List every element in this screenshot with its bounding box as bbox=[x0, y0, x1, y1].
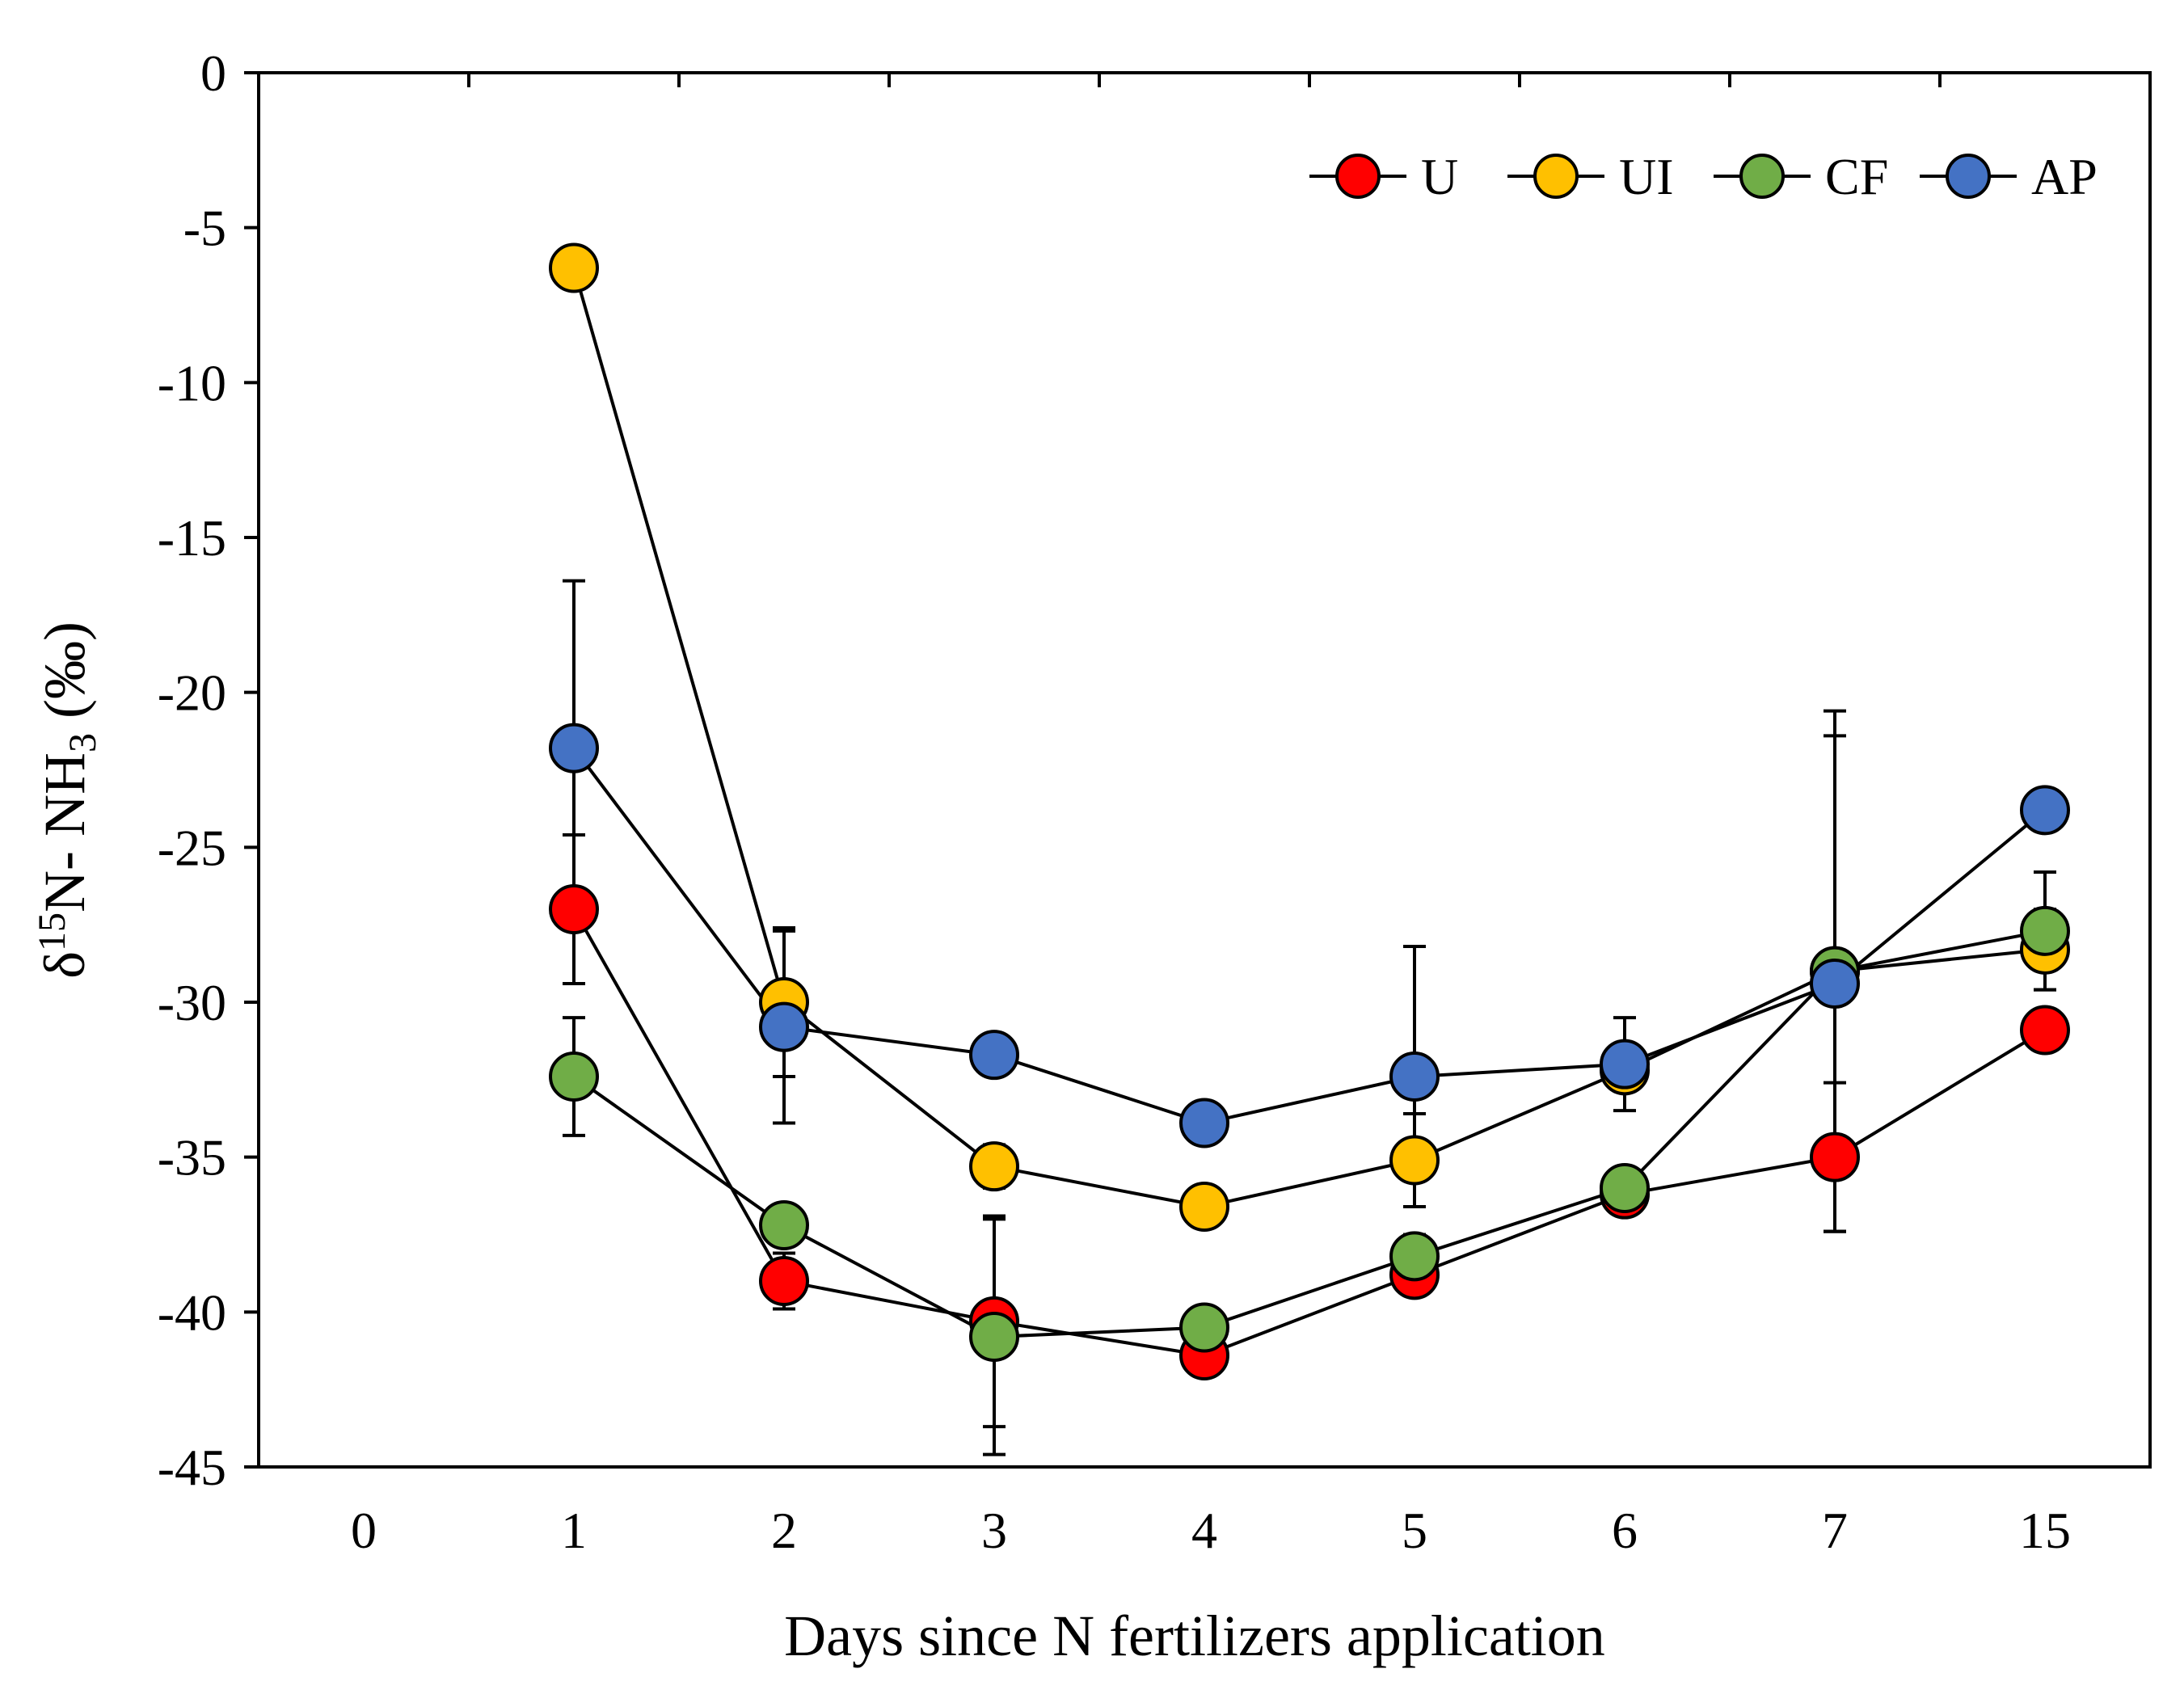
x-tick-label: 3 bbox=[981, 1502, 1007, 1559]
y-tick-label: -30 bbox=[158, 974, 226, 1031]
data-point-ui bbox=[1179, 1182, 1229, 1232]
data-point-ap bbox=[969, 1030, 1019, 1081]
legend-marker-ui bbox=[1533, 154, 1579, 199]
y-tick-label: 0 bbox=[200, 44, 226, 102]
data-point-cf bbox=[1600, 1163, 1650, 1213]
data-point-u bbox=[549, 884, 599, 934]
legend-label-u: U bbox=[1421, 148, 1458, 205]
legend-marker-cf bbox=[1739, 154, 1785, 199]
legend-label-cf: CF bbox=[1825, 148, 1888, 205]
data-point-ap bbox=[759, 1001, 809, 1052]
y-axis-title: δ15N- NH3 (‰) bbox=[31, 622, 104, 979]
data-point-ap bbox=[1810, 959, 1860, 1009]
data-point-cf bbox=[1179, 1302, 1229, 1353]
data-point-cf bbox=[1389, 1231, 1440, 1282]
x-tick-label: 7 bbox=[1822, 1502, 1848, 1559]
legend-marker-ap bbox=[1946, 154, 1991, 199]
x-tick-label: 0 bbox=[351, 1502, 377, 1559]
series-line-ap bbox=[572, 747, 2047, 1125]
y-tick-label: -10 bbox=[158, 354, 226, 411]
plot-frame bbox=[257, 71, 2152, 1469]
y-axis-title-main: N- NH bbox=[32, 752, 97, 912]
data-point-ui bbox=[1389, 1135, 1440, 1186]
series-line-ui bbox=[572, 267, 2046, 1209]
y-axis-title-prefix: δ bbox=[32, 951, 97, 979]
legend-label-ui: UI bbox=[1619, 148, 1674, 205]
axes: 0 -5 -10 -15 -20 -25 -30 -35 -40 -45 0 1 2 3 4 5 6 7 15 bbox=[158, 44, 2152, 1559]
data-point-u bbox=[2020, 1005, 2070, 1056]
data-point-ap bbox=[2020, 785, 2070, 836]
y-tick-label: -20 bbox=[158, 664, 226, 722]
legend-label-ap: AP bbox=[2031, 148, 2098, 205]
y-tick-label: -35 bbox=[158, 1129, 226, 1186]
data-point-ap bbox=[549, 723, 599, 773]
data-point-cf bbox=[2020, 905, 2070, 956]
x-tick-label: 6 bbox=[1612, 1502, 1638, 1559]
y-axis-title-subscript: 3 bbox=[61, 733, 104, 752]
legend: U UI CF AP bbox=[1309, 148, 2098, 205]
y-tick-label: -5 bbox=[183, 200, 226, 257]
x-axis-title: Days since N fertilizers application bbox=[784, 1604, 1605, 1668]
x-tick-label: 1 bbox=[561, 1502, 587, 1559]
data-point-ap bbox=[1600, 1039, 1650, 1089]
data-point-ap bbox=[1389, 1052, 1440, 1102]
data-point-u bbox=[1810, 1132, 1860, 1182]
series-line-cf bbox=[572, 929, 2046, 1339]
y-tick-label: -45 bbox=[158, 1439, 226, 1496]
y-axis-title-suffix: (‰) bbox=[32, 622, 97, 733]
y-tick-label: -25 bbox=[158, 819, 226, 876]
data-point-u bbox=[759, 1256, 809, 1306]
data-point-cf bbox=[759, 1200, 809, 1250]
data-point-cf bbox=[969, 1312, 1019, 1362]
data-point-ui bbox=[549, 242, 599, 293]
x-tick-label: 5 bbox=[1402, 1502, 1427, 1559]
x-tick-label: 2 bbox=[771, 1502, 797, 1559]
data-point-ui bbox=[969, 1141, 1019, 1192]
series-lines bbox=[572, 267, 2047, 1358]
data-points bbox=[549, 242, 2070, 1380]
legend-marker-u bbox=[1335, 154, 1381, 199]
y-tick-label: -15 bbox=[158, 509, 226, 567]
series-line-u bbox=[572, 908, 2047, 1358]
x-tick-label: 15 bbox=[2019, 1502, 2071, 1559]
y-tick-label: -40 bbox=[158, 1283, 226, 1341]
x-tick-label: 4 bbox=[1191, 1502, 1217, 1559]
data-point-ap bbox=[1179, 1098, 1229, 1148]
data-point-cf bbox=[549, 1052, 599, 1102]
y-axis-title-superscript: 15 bbox=[31, 912, 74, 951]
